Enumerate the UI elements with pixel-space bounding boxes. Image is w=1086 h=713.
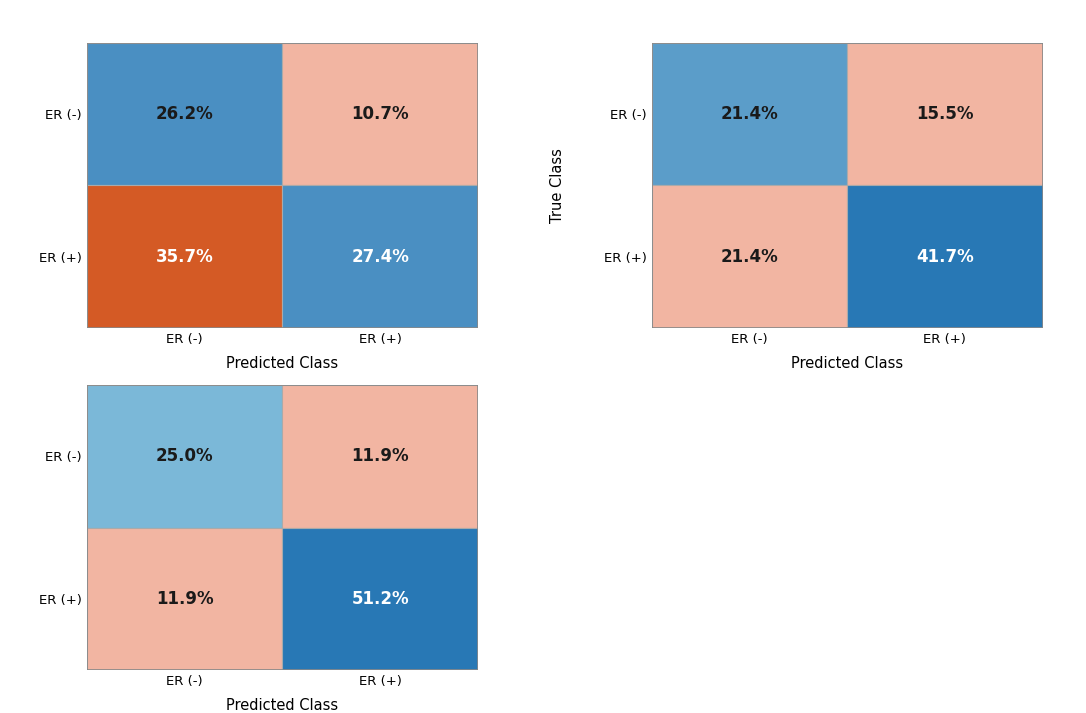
Y-axis label: True Class: True Class [550, 148, 565, 223]
Bar [282, 385, 478, 528]
Bar [87, 528, 282, 670]
Text: 27.4%: 27.4% [351, 247, 409, 266]
Bar [87, 185, 282, 328]
Bar [282, 528, 478, 670]
Text: 25.0%: 25.0% [155, 447, 214, 466]
X-axis label: Predicted Class: Predicted Class [226, 356, 339, 371]
Bar [652, 185, 847, 328]
Text: 51.2%: 51.2% [351, 590, 409, 608]
Text: 41.7%: 41.7% [915, 247, 974, 266]
Bar [652, 43, 847, 185]
Bar [282, 185, 478, 328]
Bar [847, 43, 1043, 185]
Bar [847, 185, 1043, 328]
Text: 21.4%: 21.4% [720, 247, 779, 266]
Text: 10.7%: 10.7% [351, 105, 409, 123]
Bar [282, 43, 478, 185]
Text: 15.5%: 15.5% [917, 105, 973, 123]
Text: 35.7%: 35.7% [155, 247, 214, 266]
Text: 21.4%: 21.4% [720, 105, 779, 123]
Bar [87, 385, 282, 528]
Text: 26.2%: 26.2% [155, 105, 214, 123]
X-axis label: Predicted Class: Predicted Class [791, 356, 904, 371]
Text: 11.9%: 11.9% [155, 590, 214, 608]
X-axis label: Predicted Class: Predicted Class [226, 698, 339, 713]
Text: 11.9%: 11.9% [351, 447, 409, 466]
Bar [87, 43, 282, 185]
